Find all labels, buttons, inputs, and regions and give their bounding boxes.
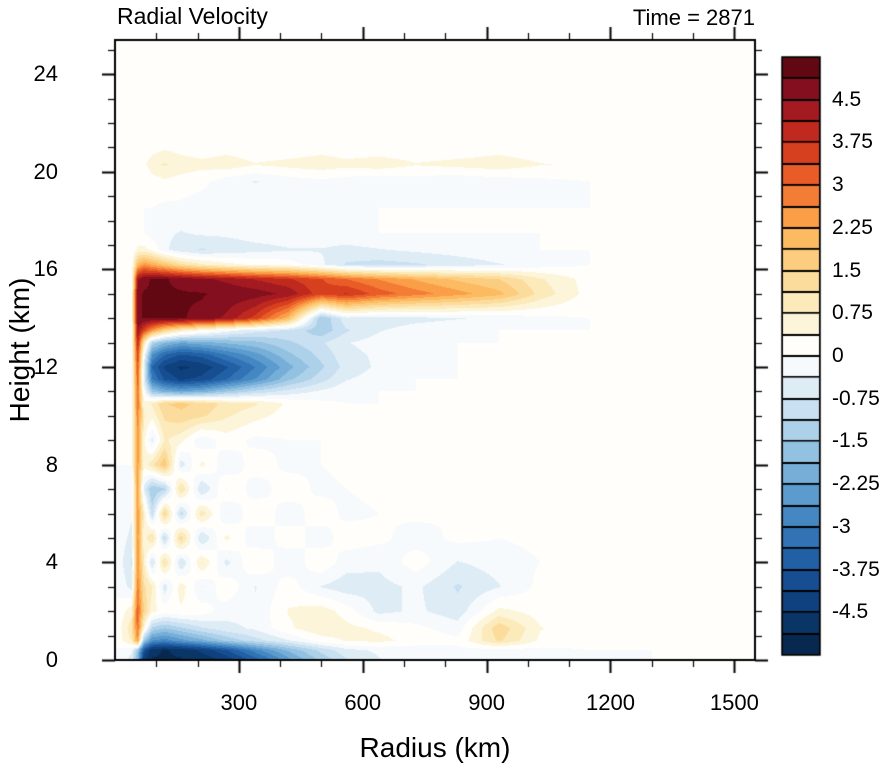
time-annotation: Time = 2871 [632, 5, 755, 30]
plot-title: Radial Velocity [117, 3, 268, 29]
x-axis-title: Radius (km) [359, 732, 511, 763]
y-axis-title: Height (km) [4, 277, 35, 423]
